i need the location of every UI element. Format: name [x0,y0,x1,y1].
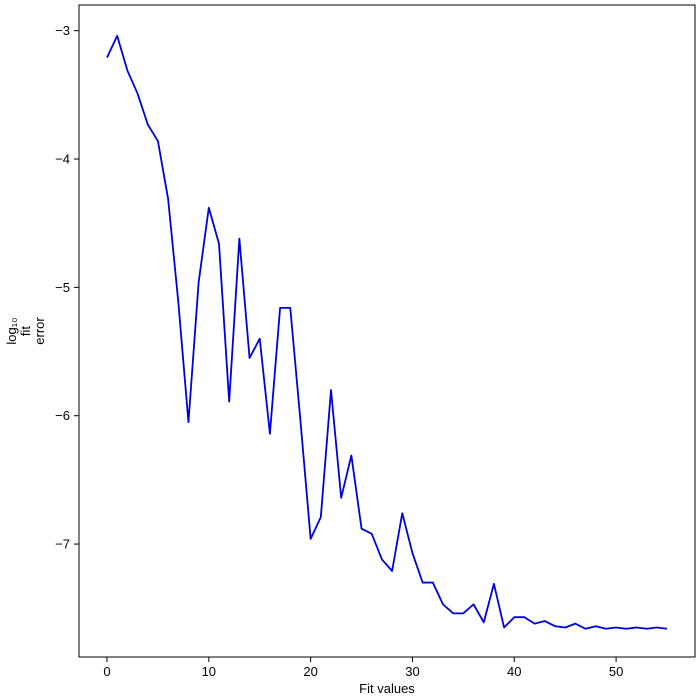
series-line [106,34,668,630]
x-tick-label: 30 [405,664,419,679]
y-axis-label-line: log₁₀ [4,317,19,344]
y-tick-label: −3 [55,23,70,38]
y-axis-label-line: fit [18,326,33,337]
y-axis-label-line: error [32,317,47,345]
x-tick-label: 40 [507,664,521,679]
x-tick-label: 0 [103,664,110,679]
y-tick-label: −6 [55,408,70,423]
plot-area [106,34,668,630]
y-axis: −7 −6 −5 −4 −3 [55,23,79,552]
y-tick-label: −7 [55,537,70,552]
y-tick-label: −4 [55,152,70,167]
x-tick-label: 50 [609,664,623,679]
x-axis-label: Fit values [359,681,415,696]
x-tick-label: 20 [303,664,317,679]
y-axis-label: log₁₀ fit error [4,317,47,345]
axes-frame [78,4,696,658]
y-tick-label: −5 [55,280,70,295]
x-axis: 0 10 20 30 40 50 [103,657,623,679]
x-tick-label: 10 [202,664,216,679]
